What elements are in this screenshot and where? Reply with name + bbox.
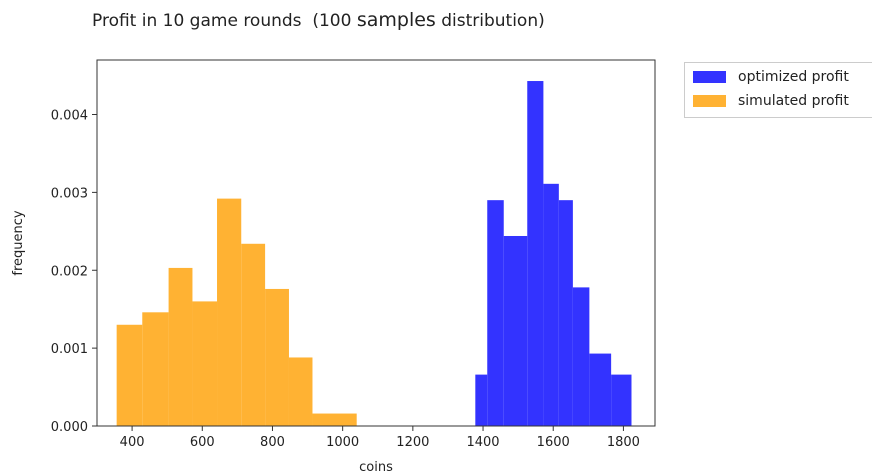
histogram-bar-simulated-3 [192, 301, 218, 426]
histogram-bar-simulated-5 [241, 243, 266, 426]
legend-label-optimized: optimized profit [738, 69, 849, 85]
legend-swatch-simulated [693, 95, 726, 107]
x-tick-label: 1400 [466, 435, 499, 450]
legend: optimized profit simulated profit [684, 62, 872, 118]
histogram-bar-simulated-2 [168, 267, 193, 426]
legend-swatch-optimized [693, 71, 726, 83]
x-tick-label: 1600 [537, 435, 570, 450]
legend-item-optimized: optimized profit [693, 69, 849, 85]
legend-item-simulated: simulated profit [693, 93, 849, 109]
histogram-bar-optimized-4 [543, 183, 559, 426]
title-part-3: distribution) [435, 11, 545, 31]
x-tick-label: 400 [120, 435, 145, 450]
histogram-bar-optimized-2 [503, 235, 528, 426]
x-tick-label: 800 [260, 435, 285, 450]
bars-layer [116, 81, 632, 426]
histogram-bar-simulated-4 [217, 198, 242, 426]
x-ticks: 400 600 800 1000 1200 1400 1600 1800 [120, 426, 640, 450]
y-tick-label: 0.002 [51, 264, 88, 279]
y-tick-label: 0.001 [51, 342, 88, 357]
histogram-bar-optimized-8 [611, 374, 632, 426]
histogram-bar-simulated-8 [312, 413, 357, 426]
histogram-bar-simulated-0 [116, 324, 143, 426]
histogram-bar-optimized-0 [475, 374, 488, 426]
histogram-bar-optimized-1 [487, 200, 504, 426]
histogram-bar-optimized-5 [558, 200, 573, 426]
histogram-bar-simulated-7 [288, 357, 313, 426]
y-tick-label: 0.000 [51, 420, 88, 435]
x-tick-label: 1800 [607, 435, 640, 450]
histogram-bar-optimized-3 [527, 81, 544, 426]
histogram-bar-simulated-1 [142, 312, 169, 426]
title-part-2: samples [356, 9, 436, 31]
y-axis-label: frequency [11, 210, 26, 276]
x-tick-label: 1200 [396, 435, 429, 450]
histogram-bar-optimized-7 [589, 353, 612, 426]
x-tick-label: 600 [190, 435, 215, 450]
y-ticks: 0.000 0.001 0.002 0.003 0.004 [51, 109, 97, 435]
legend-label-simulated: simulated profit [738, 93, 849, 109]
y-tick-label: 0.004 [51, 109, 88, 124]
x-tick-label: 1000 [326, 435, 359, 450]
chart-title: Profit in 10 game rounds (100 samples di… [92, 9, 545, 31]
y-tick-label: 0.003 [51, 186, 88, 201]
plot-frame [96, 59, 656, 427]
title-part-1: Profit in 10 game rounds (100 [92, 11, 357, 31]
histogram-bar-optimized-6 [572, 287, 590, 426]
histogram-bar-simulated-6 [265, 288, 289, 426]
x-axis-label: coins [359, 460, 393, 475]
